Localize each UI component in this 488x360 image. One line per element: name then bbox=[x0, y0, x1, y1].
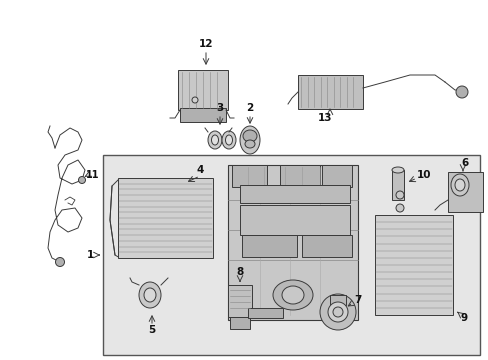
Circle shape bbox=[455, 86, 467, 98]
Ellipse shape bbox=[143, 288, 156, 302]
Circle shape bbox=[55, 257, 64, 266]
Text: 10: 10 bbox=[416, 170, 430, 180]
Ellipse shape bbox=[243, 130, 257, 142]
Ellipse shape bbox=[139, 282, 161, 308]
Ellipse shape bbox=[244, 140, 254, 148]
Ellipse shape bbox=[240, 126, 260, 154]
Circle shape bbox=[79, 176, 85, 184]
Bar bbox=[447, 172, 482, 212]
Bar bbox=[227, 165, 357, 320]
Circle shape bbox=[327, 302, 347, 322]
Bar bbox=[180, 108, 225, 122]
Ellipse shape bbox=[454, 179, 464, 191]
Bar bbox=[178, 70, 227, 110]
Bar bbox=[231, 165, 266, 187]
Text: 4: 4 bbox=[196, 165, 203, 175]
Bar bbox=[229, 317, 249, 329]
Text: 13: 13 bbox=[317, 113, 331, 123]
Circle shape bbox=[395, 191, 403, 199]
Circle shape bbox=[192, 97, 198, 103]
Ellipse shape bbox=[450, 174, 468, 196]
Bar bbox=[391, 170, 403, 200]
Bar bbox=[321, 165, 351, 187]
Bar bbox=[329, 295, 346, 305]
Bar bbox=[118, 178, 213, 258]
Bar bbox=[240, 205, 349, 235]
Bar bbox=[280, 165, 319, 187]
Bar bbox=[240, 185, 349, 203]
Ellipse shape bbox=[225, 135, 232, 145]
Text: 5: 5 bbox=[148, 325, 155, 335]
Circle shape bbox=[319, 294, 355, 330]
Ellipse shape bbox=[207, 131, 222, 149]
Bar bbox=[297, 75, 362, 109]
Text: 3: 3 bbox=[216, 103, 223, 113]
Text: 1: 1 bbox=[86, 250, 93, 260]
Text: 12: 12 bbox=[198, 39, 213, 49]
Ellipse shape bbox=[391, 167, 403, 173]
Text: 6: 6 bbox=[461, 158, 468, 168]
Text: 11: 11 bbox=[86, 170, 100, 180]
Text: 9: 9 bbox=[460, 313, 467, 323]
Bar bbox=[247, 308, 283, 318]
Bar bbox=[302, 235, 351, 257]
Ellipse shape bbox=[222, 131, 236, 149]
Bar bbox=[103, 155, 479, 355]
Circle shape bbox=[332, 307, 342, 317]
Ellipse shape bbox=[211, 135, 218, 145]
Text: 2: 2 bbox=[246, 103, 253, 113]
Bar bbox=[374, 215, 452, 315]
Text: 7: 7 bbox=[354, 295, 361, 305]
Text: 8: 8 bbox=[236, 267, 243, 277]
Bar bbox=[227, 285, 251, 317]
Ellipse shape bbox=[272, 280, 312, 310]
Bar bbox=[242, 235, 296, 257]
Ellipse shape bbox=[282, 286, 304, 304]
Circle shape bbox=[395, 204, 403, 212]
